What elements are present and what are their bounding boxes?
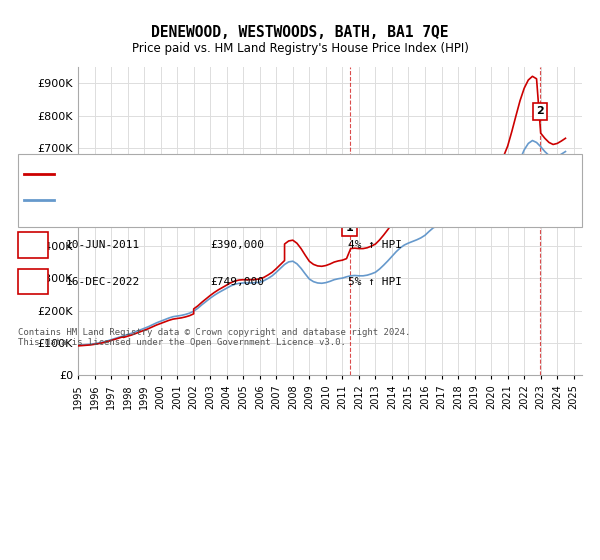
Text: 10-JUN-2011: 10-JUN-2011	[66, 240, 140, 250]
Text: 1: 1	[29, 240, 37, 250]
Text: DENEWOOD, WESTWOODS, BATH, BA1 7QE (detached house): DENEWOOD, WESTWOODS, BATH, BA1 7QE (deta…	[60, 169, 379, 179]
Text: 2: 2	[29, 277, 37, 287]
Text: 16-DEC-2022: 16-DEC-2022	[66, 277, 140, 287]
Text: £390,000: £390,000	[210, 240, 264, 250]
Text: 2: 2	[536, 106, 544, 116]
Text: 1: 1	[346, 223, 353, 233]
Text: HPI: Average price, detached house, Bath and North East Somerset: HPI: Average price, detached house, Bath…	[60, 195, 460, 205]
Text: 4% ↑ HPI: 4% ↑ HPI	[348, 240, 402, 250]
Text: £749,000: £749,000	[210, 277, 264, 287]
Text: 5% ↑ HPI: 5% ↑ HPI	[348, 277, 402, 287]
Text: Price paid vs. HM Land Registry's House Price Index (HPI): Price paid vs. HM Land Registry's House …	[131, 42, 469, 55]
Text: Contains HM Land Registry data © Crown copyright and database right 2024.
This d: Contains HM Land Registry data © Crown c…	[18, 328, 410, 347]
Text: DENEWOOD, WESTWOODS, BATH, BA1 7QE: DENEWOOD, WESTWOODS, BATH, BA1 7QE	[151, 25, 449, 40]
